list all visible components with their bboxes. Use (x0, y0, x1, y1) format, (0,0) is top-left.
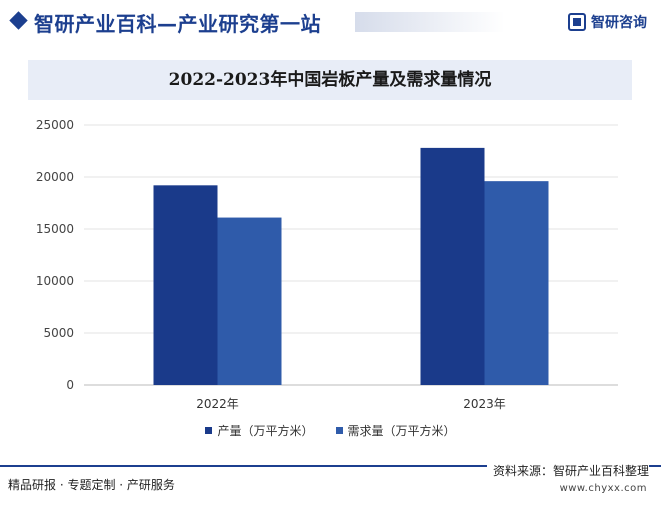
legend-label-demand: 需求量（万平方米） (347, 424, 456, 438)
x-tick-label: 2023年 (463, 397, 506, 411)
bar (484, 181, 549, 385)
chart-title: 2022-2023年中国岩板产量及需求量情况 (168, 70, 492, 90)
brand-name: 智研咨询 (591, 15, 647, 31)
bar-chart: 0 5000 10000 15000 20000 25000 2022年 2023年 (36, 118, 618, 411)
site-title: 智研产业百科—产业研究第一站 (34, 12, 321, 36)
y-tick-label: 25000 (36, 118, 74, 132)
brand-logo-icon (568, 13, 586, 31)
legend-label-production: 产量（万平方米） (217, 424, 314, 438)
footer-tagline: 精品研报 · 专题定制 · 产研服务 (8, 478, 175, 492)
legend-item-production: 产量（万平方米） (205, 422, 314, 439)
y-tick-label: 0 (66, 378, 74, 392)
legend-swatch-production (205, 427, 213, 434)
brand: 智研咨询 (568, 12, 647, 32)
x-tick-label: 2022年 (196, 397, 239, 411)
y-tick-label: 5000 (43, 326, 74, 340)
diamond-icon (9, 11, 28, 30)
legend-swatch-demand (335, 427, 343, 434)
legend: 产量（万平方米） 需求量（万平方米） (0, 422, 661, 439)
y-tick-label: 10000 (36, 274, 74, 288)
footer-source: 资料来源：智研产业百科整理 (486, 462, 649, 479)
bar (217, 217, 282, 385)
footer-url: www.chyxx.com (559, 483, 647, 494)
header: 智研产业百科—产业研究第一站 智研咨询 (0, 0, 661, 44)
legend-item-demand: 需求量（万平方米） (335, 422, 456, 439)
bar (420, 147, 485, 385)
y-tick-label: 20000 (36, 170, 74, 184)
footer-divider (0, 465, 661, 467)
chart-title-band: 2022-2023年中国岩板产量及需求量情况 (28, 60, 632, 100)
header-decoration (355, 12, 505, 32)
bar (153, 185, 218, 385)
y-tick-label: 15000 (36, 222, 74, 236)
